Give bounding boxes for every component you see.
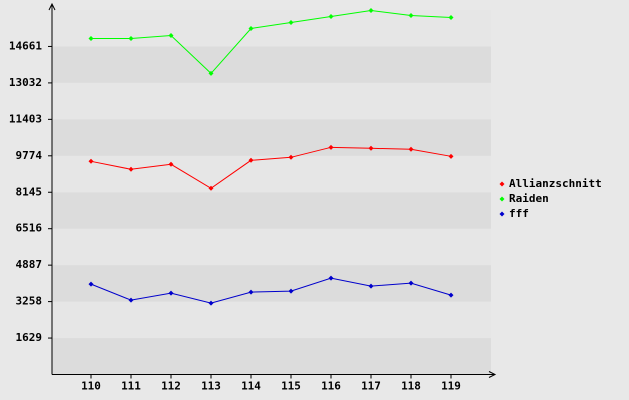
point [208, 70, 214, 76]
point [368, 8, 374, 14]
grid-band [52, 155, 491, 193]
x-tick-label: 111 [121, 380, 141, 393]
point [248, 157, 254, 163]
y-axis-arrow [48, 2, 56, 11]
legend-label: fff [509, 207, 529, 220]
point [288, 19, 294, 25]
x-axis-arrow [488, 371, 497, 378]
series-line [90, 277, 452, 304]
y-tick-label: 1629 [16, 331, 43, 344]
point [368, 145, 374, 151]
series-line [90, 146, 452, 189]
legend-label: Raiden [509, 192, 549, 205]
legend-label: Allianzschnitt [509, 177, 602, 190]
point [288, 288, 294, 294]
point [448, 153, 454, 159]
legend-marker [499, 211, 505, 217]
y-tick-label: 11403 [9, 112, 42, 125]
point [128, 297, 134, 303]
point [88, 35, 94, 41]
y-tick-label: 9774 [16, 149, 43, 162]
y-tick-label: 4887 [16, 258, 43, 271]
point [168, 161, 174, 167]
series-line [91, 10, 452, 75]
point [128, 166, 134, 172]
point [208, 185, 214, 191]
grid-band [52, 228, 491, 266]
x-tick-label: 110 [81, 380, 101, 393]
x-tick-label: 119 [441, 380, 461, 393]
grid-band [52, 265, 491, 302]
point [368, 283, 374, 289]
point [168, 32, 174, 38]
grid-band [52, 338, 491, 375]
grid-band [52, 82, 491, 120]
x-tick-label: 117 [361, 380, 381, 393]
x-tick-label: 113 [201, 380, 221, 393]
point [328, 144, 334, 150]
point [408, 13, 414, 19]
point [408, 280, 414, 286]
x-tick-label: 114 [241, 380, 261, 393]
point [408, 146, 414, 152]
x-tick-label: 116 [321, 380, 341, 393]
point [88, 158, 94, 164]
point [248, 25, 254, 31]
point [328, 275, 334, 281]
x-tick-label: 118 [401, 380, 421, 393]
point [448, 292, 454, 298]
point [168, 290, 174, 296]
grid-band [52, 119, 491, 156]
x-tick-label: 112 [161, 380, 181, 393]
y-tick-label: 14661 [9, 39, 42, 52]
legend-marker [499, 196, 505, 202]
legend-marker [499, 181, 505, 187]
grid-band [52, 192, 491, 229]
point [248, 289, 254, 295]
grid-band [52, 46, 491, 83]
y-tick-label: 13032 [9, 76, 42, 89]
y-tick-label: 3258 [16, 295, 43, 308]
point [208, 300, 214, 306]
x-tick-label: 115 [281, 380, 301, 393]
point [128, 35, 134, 41]
point [328, 14, 334, 20]
point [448, 14, 454, 20]
grid-band [52, 10, 491, 47]
grid-band [52, 301, 491, 339]
y-tick-label: 8145 [16, 185, 43, 198]
y-tick-label: 6516 [16, 222, 43, 235]
point [88, 281, 94, 287]
point [288, 154, 294, 160]
